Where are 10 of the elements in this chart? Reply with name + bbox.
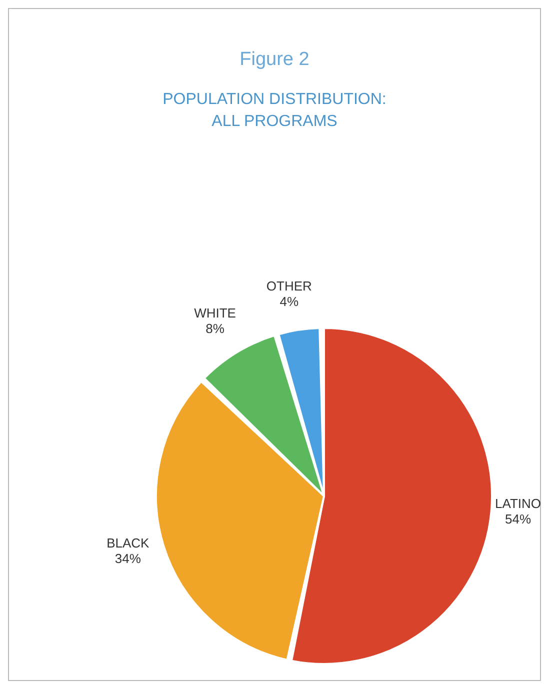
data-label: 4% <box>280 294 299 310</box>
data-label: 54% <box>505 511 532 526</box>
slice-label: OTHER <box>266 278 312 294</box>
chart-title: Figure 2 <box>238 49 310 71</box>
chart-subtitle: POPULATION DISTRIBUTION: ALL PROGRAMS <box>162 90 388 132</box>
data-label: 34% <box>114 551 142 566</box>
slice-label: LATINO <box>495 496 542 511</box>
slice-label: WHITE <box>194 306 236 321</box>
data-label: 8% <box>206 321 225 336</box>
slice-label: BLACK <box>106 535 150 550</box>
